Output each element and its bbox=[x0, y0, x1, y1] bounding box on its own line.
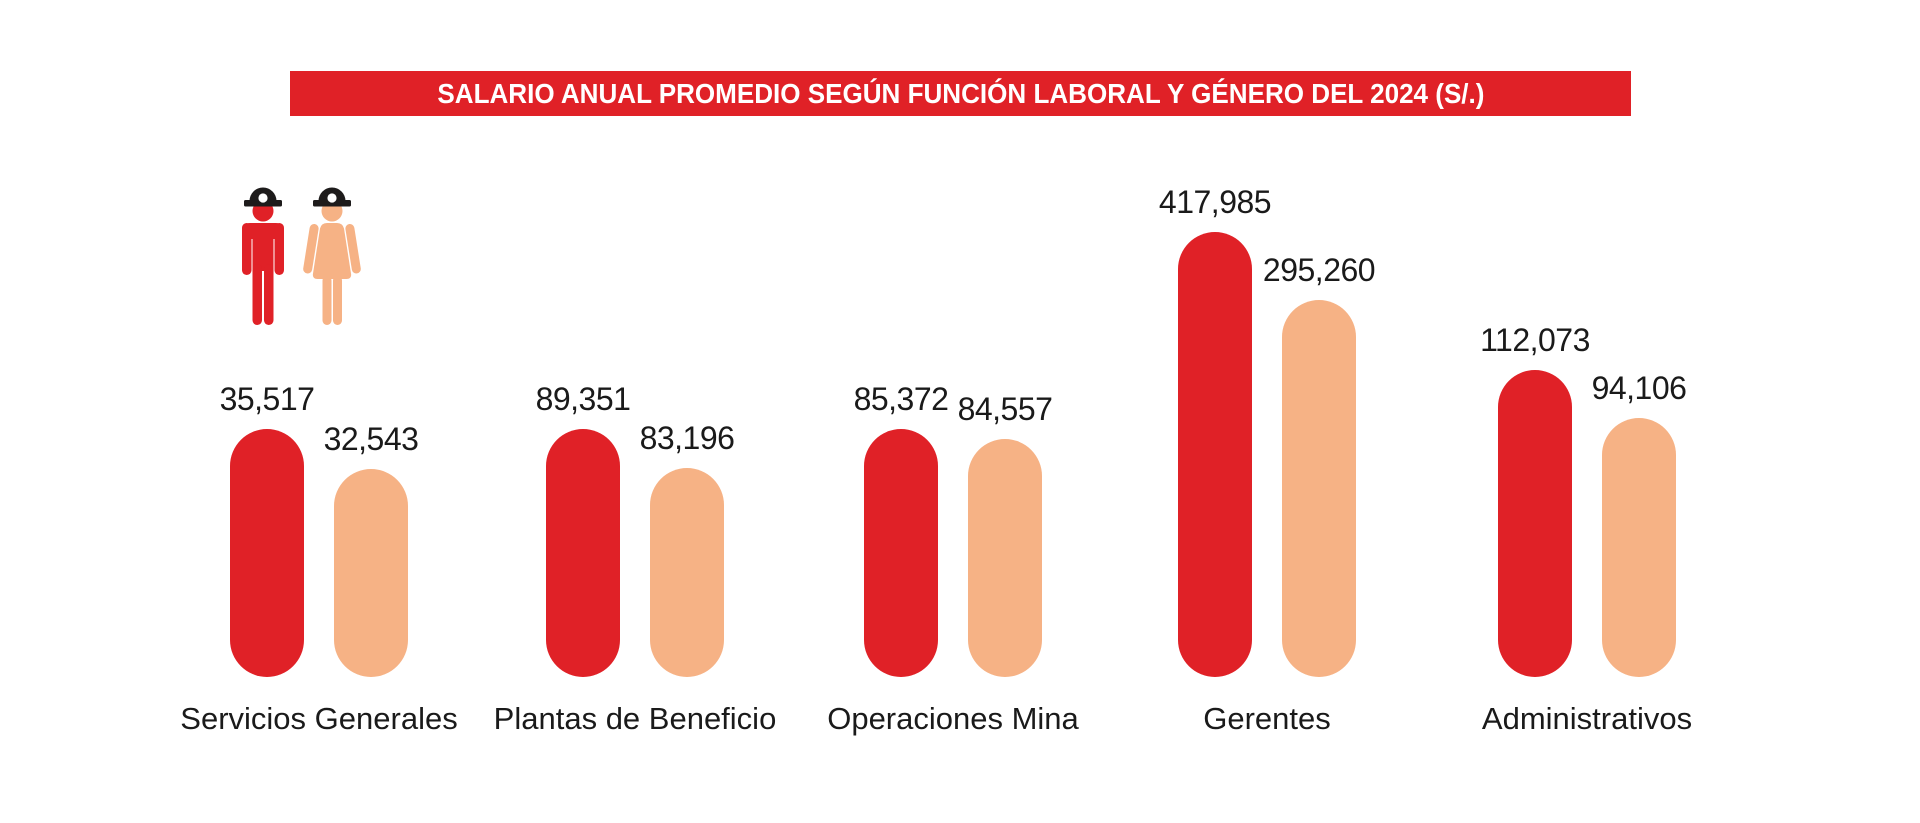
bar-female bbox=[1602, 418, 1676, 677]
category-label: Plantas de Beneficio bbox=[493, 701, 777, 736]
bar-male bbox=[230, 429, 304, 677]
bar-group: 89,351 83,196 Plantas de Beneficio bbox=[494, 0, 777, 823]
value-label-male: 85,372 bbox=[853, 381, 949, 417]
category-label: Operaciones Mina bbox=[827, 701, 1079, 736]
title-banner: SALARIO ANUAL PROMEDIO SEGÚN FUNCIÓN LAB… bbox=[290, 71, 1631, 116]
value-label-male: 112,073 bbox=[1480, 322, 1590, 358]
value-label-female: 83,196 bbox=[639, 420, 735, 456]
chart-title: SALARIO ANUAL PROMEDIO SEGÚN FUNCIÓN LAB… bbox=[436, 77, 1485, 109]
category-label: Administrativos bbox=[1481, 701, 1693, 736]
bar-female bbox=[1282, 300, 1356, 677]
value-label-female: 295,260 bbox=[1262, 252, 1376, 288]
value-label-male: 417,985 bbox=[1158, 184, 1272, 220]
bar-group: 112,073 94,106 Administrativos bbox=[1480, 0, 1692, 823]
bar-female bbox=[650, 468, 724, 677]
value-label-female: 94,106 bbox=[1591, 370, 1687, 406]
value-label-female: 84,557 bbox=[957, 391, 1053, 427]
hard-hat-icon bbox=[313, 187, 351, 207]
head-lamp-icon bbox=[258, 193, 268, 203]
bar-group: 417,985 295,260 Gerentes bbox=[1159, 0, 1376, 823]
category-label: Servicios Generales bbox=[180, 701, 458, 736]
head-lamp-icon bbox=[327, 193, 337, 203]
male-miner-icon bbox=[242, 187, 284, 325]
bar-female bbox=[968, 439, 1042, 677]
bar-male bbox=[1178, 232, 1252, 677]
bar-group: 35,517 32,543 Servicios Generales bbox=[180, 0, 457, 823]
bar-male bbox=[546, 429, 620, 677]
bar-female bbox=[334, 469, 408, 677]
bar-group: 85,372 84,557 Operaciones Mina bbox=[827, 0, 1079, 823]
bar-male bbox=[1498, 370, 1572, 677]
category-label: Gerentes bbox=[1203, 701, 1331, 736]
gender-legend bbox=[242, 187, 361, 325]
value-label-female: 32,543 bbox=[323, 421, 419, 457]
value-label-male: 89,351 bbox=[535, 381, 631, 417]
female-miner-icon bbox=[303, 187, 361, 325]
value-label-male: 35,517 bbox=[219, 381, 315, 417]
hard-hat-icon bbox=[244, 187, 282, 207]
bar-male bbox=[864, 429, 938, 677]
